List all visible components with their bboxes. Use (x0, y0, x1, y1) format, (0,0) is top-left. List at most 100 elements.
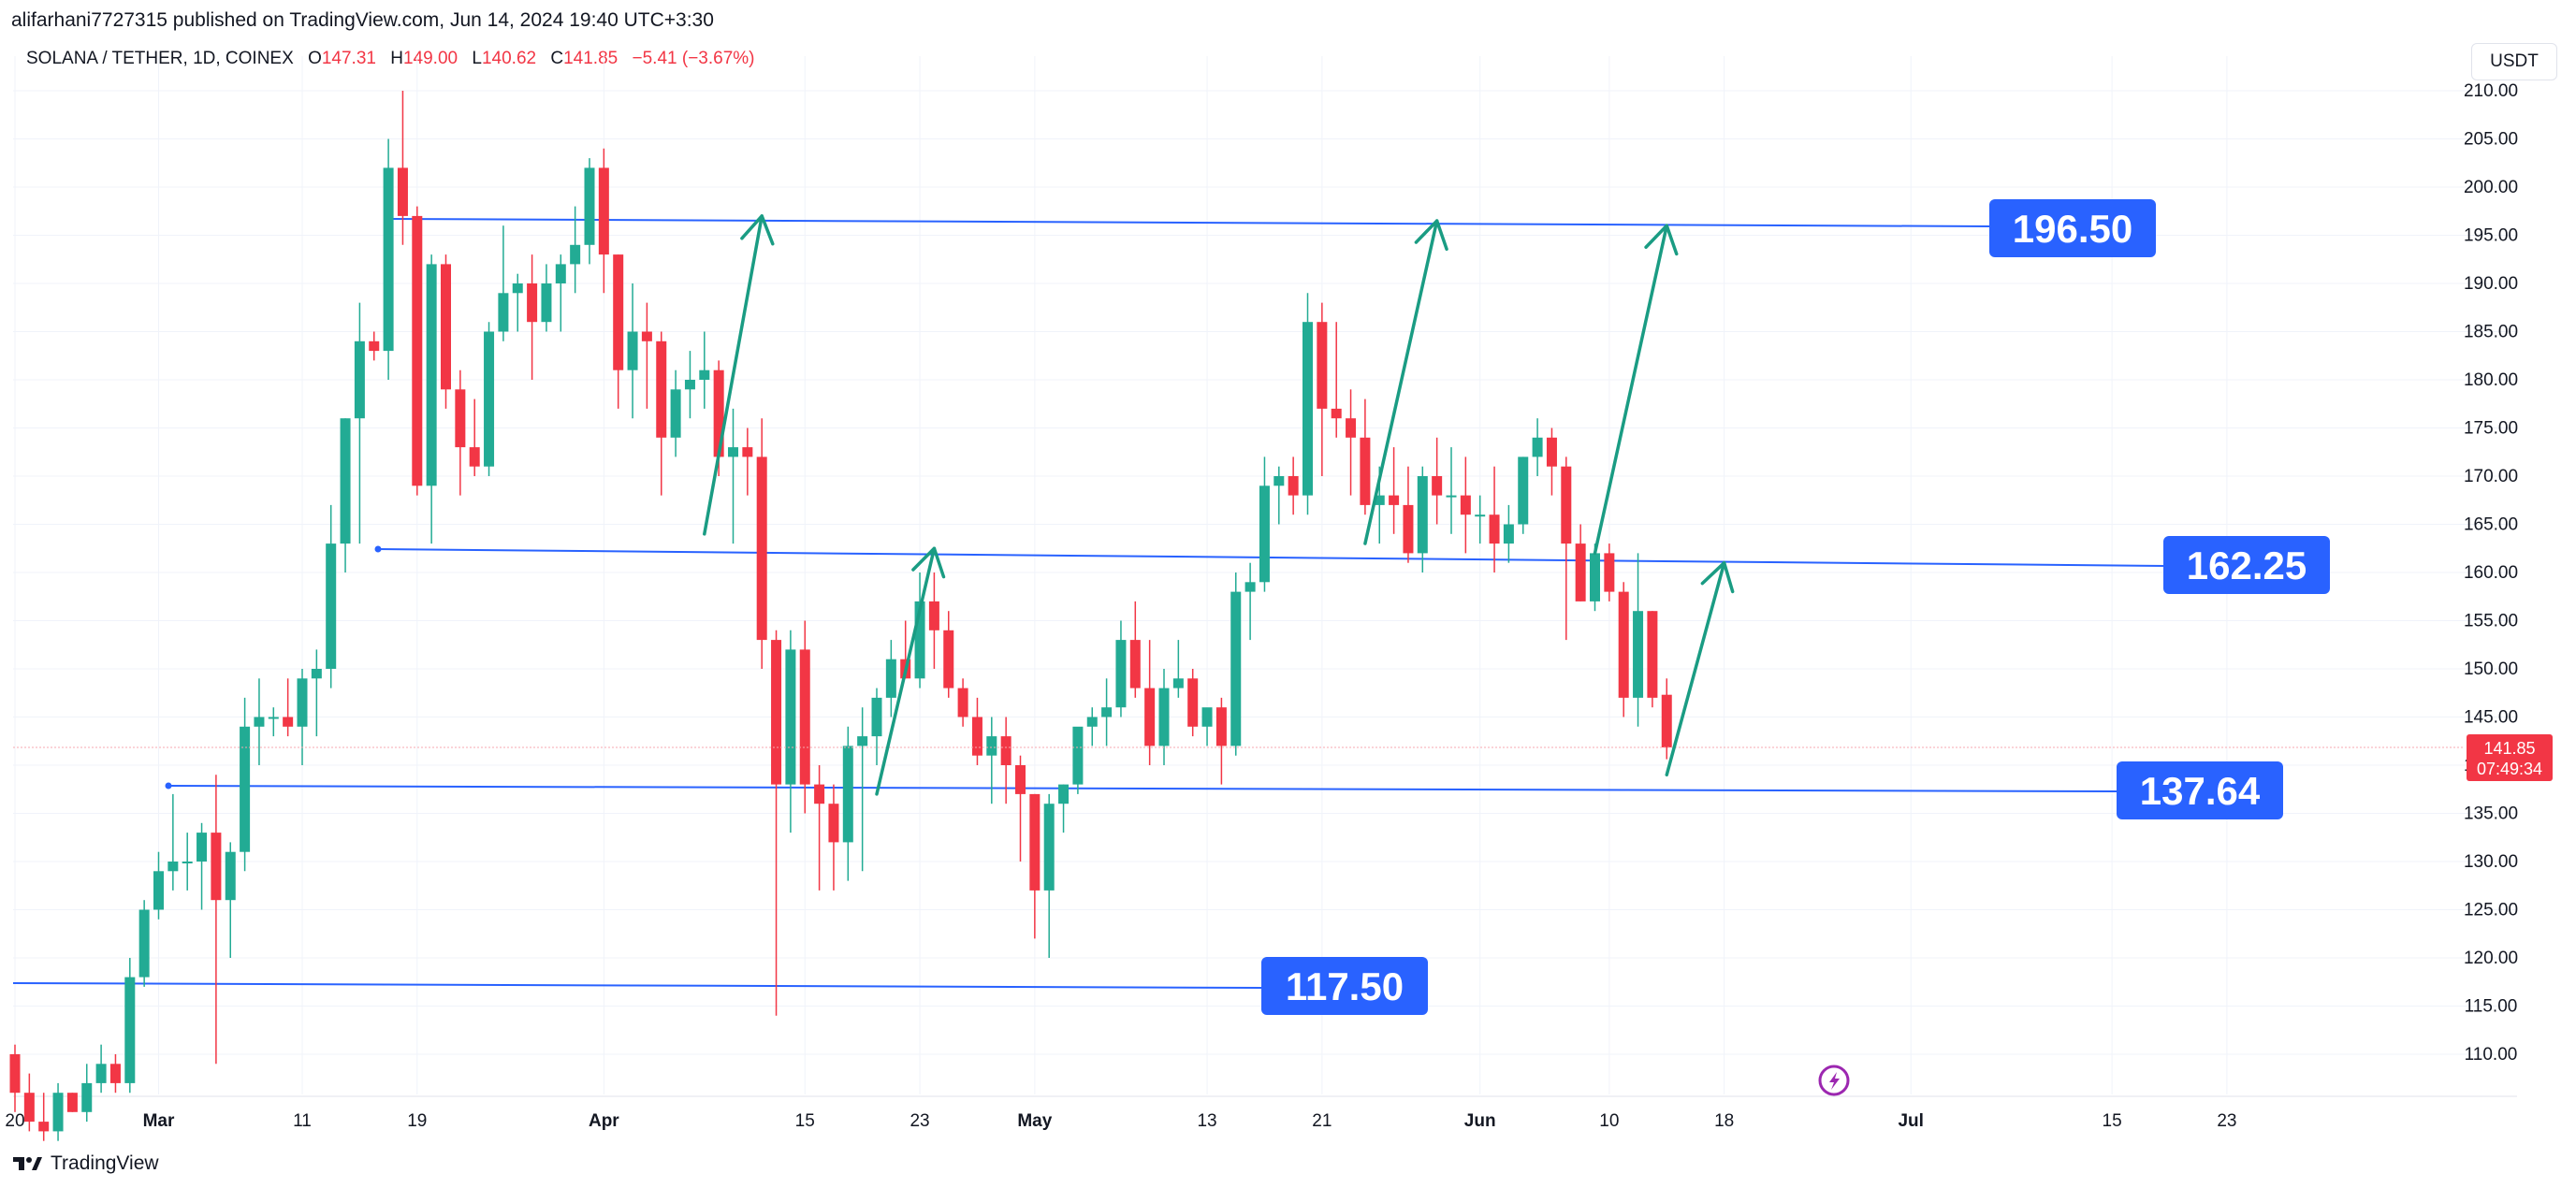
candle-body (771, 640, 782, 785)
candle-body (828, 804, 839, 843)
price-tick-label: 190.00 (2464, 274, 2518, 294)
candle-body (412, 215, 423, 486)
candle-body (742, 447, 753, 457)
price-tick-label: 200.00 (2464, 178, 2518, 197)
time-tick-label: 15 (795, 1111, 815, 1131)
candle-body (684, 380, 695, 390)
candle-body (498, 293, 509, 332)
price-tick-label: 115.00 (2465, 997, 2518, 1017)
price-tick-label: 110.00 (2465, 1045, 2518, 1065)
publisher-header: alifarhani7727315 published on TradingVi… (11, 9, 714, 31)
candle-body (240, 726, 251, 852)
price-tick-label: 155.00 (2464, 612, 2518, 631)
candle-body (1346, 418, 1357, 438)
candle-body (109, 1064, 121, 1083)
time-tick-label: 21 (1312, 1111, 1332, 1131)
candle-body (1604, 553, 1615, 592)
candle-body (1446, 495, 1457, 498)
time-tick-label: 23 (910, 1111, 929, 1131)
candle-body (1460, 495, 1471, 515)
candle-body (1273, 476, 1285, 486)
candle-body (1633, 611, 1644, 698)
time-tick-label: Apr (589, 1111, 619, 1131)
change-value: −5.41 (−3.67%) (632, 49, 755, 68)
currency-button[interactable]: USDT (2471, 43, 2557, 80)
candle-body (1618, 591, 1629, 698)
level-anchor-dot (165, 782, 172, 790)
level-label-box (1261, 957, 1428, 1015)
price-chart[interactable]: 196.50 162.25 137.64 117.50 110.00 115.00 120… (0, 0, 2576, 1146)
candle-body (283, 717, 294, 727)
candle-body (1230, 591, 1242, 746)
candle-body (1129, 640, 1141, 688)
candle-body (383, 167, 394, 352)
price-tick-label: 180.00 (2464, 370, 2518, 390)
symbol-legend: SOLANA / TETHER, 1D, COINEX O147.31 H149… (26, 49, 755, 69)
time-tick-label: Mar (143, 1111, 175, 1131)
candle-body (1144, 688, 1156, 746)
level-line (167, 785, 2118, 792)
candle-body (1000, 736, 1011, 765)
candle-body (1158, 688, 1170, 746)
level-line (377, 548, 2167, 567)
last-price-badge: 141.85 07:49:34 (2467, 733, 2553, 781)
candle-body (397, 167, 408, 216)
last-price-value: 141.85 (2483, 739, 2535, 758)
level-line (388, 218, 1990, 227)
time-tick-label: 19 (407, 1111, 427, 1131)
candle-body (584, 167, 595, 245)
time-tick-label: 15 (2103, 1111, 2122, 1131)
candle-body (613, 254, 624, 370)
candle-body (699, 369, 710, 380)
symbol-title[interactable]: SOLANA / TETHER, 1D, COINEX (26, 49, 294, 68)
candle-body (1303, 322, 1313, 496)
candle-body (670, 389, 681, 438)
candle-body (1331, 408, 1342, 419)
candle-body (1647, 611, 1658, 698)
tradingview-logo-icon (13, 1157, 42, 1170)
candle-body (52, 1093, 64, 1132)
candle-body (254, 717, 265, 727)
candle-body (225, 851, 236, 901)
candle-body (1043, 804, 1055, 891)
price-tick-label: 130.00 (2464, 852, 2518, 872)
trend-arrow-shaft (1593, 224, 1668, 556)
candle-body (1244, 582, 1256, 592)
candle-body (656, 340, 667, 438)
candle-body (1259, 485, 1270, 583)
open-label: O (308, 49, 322, 68)
candle-body (1187, 678, 1199, 727)
candle-body (38, 1122, 50, 1132)
candle-body (1518, 456, 1529, 525)
price-tick-label: 165.00 (2464, 515, 2518, 535)
candle-body (799, 649, 810, 785)
candle-body (1546, 437, 1557, 467)
candle-body (23, 1093, 35, 1123)
last-price-badge-bg (2467, 733, 2553, 781)
candle-body (1389, 495, 1400, 505)
candle-body (943, 630, 954, 688)
footer-brand: TradingView (51, 1152, 159, 1174)
trend-arrow-shaft (703, 214, 764, 536)
price-axis[interactable]: 110.00115.00120.00125.00130.00135.00140.… (2464, 81, 2518, 1065)
candle-body (957, 688, 968, 717)
candle-body (570, 244, 581, 265)
time-tick-label: Jun (1464, 1111, 1496, 1131)
candle-body (1503, 524, 1514, 544)
candle-body (1360, 437, 1371, 505)
candle-body (728, 447, 738, 457)
candle-body (441, 264, 451, 390)
candle-body (196, 833, 208, 862)
price-tick-label: 125.00 (2464, 901, 2518, 920)
level-anchor-dot (374, 545, 382, 553)
price-tick-label: 120.00 (2464, 949, 2518, 968)
candle-body (986, 736, 997, 756)
candle-body (469, 447, 480, 467)
candle-body (1374, 495, 1385, 505)
candle-body (1101, 707, 1113, 717)
time-axis[interactable]: 20 Mar 11 19 Apr 15 23 May 13 21 Jun 10 18 Jul 15 23 (5, 1111, 2236, 1131)
lightning-icon[interactable] (1818, 1065, 1850, 1096)
candle-body (354, 340, 365, 419)
candle-body (1086, 717, 1098, 727)
candle-body (785, 649, 796, 785)
